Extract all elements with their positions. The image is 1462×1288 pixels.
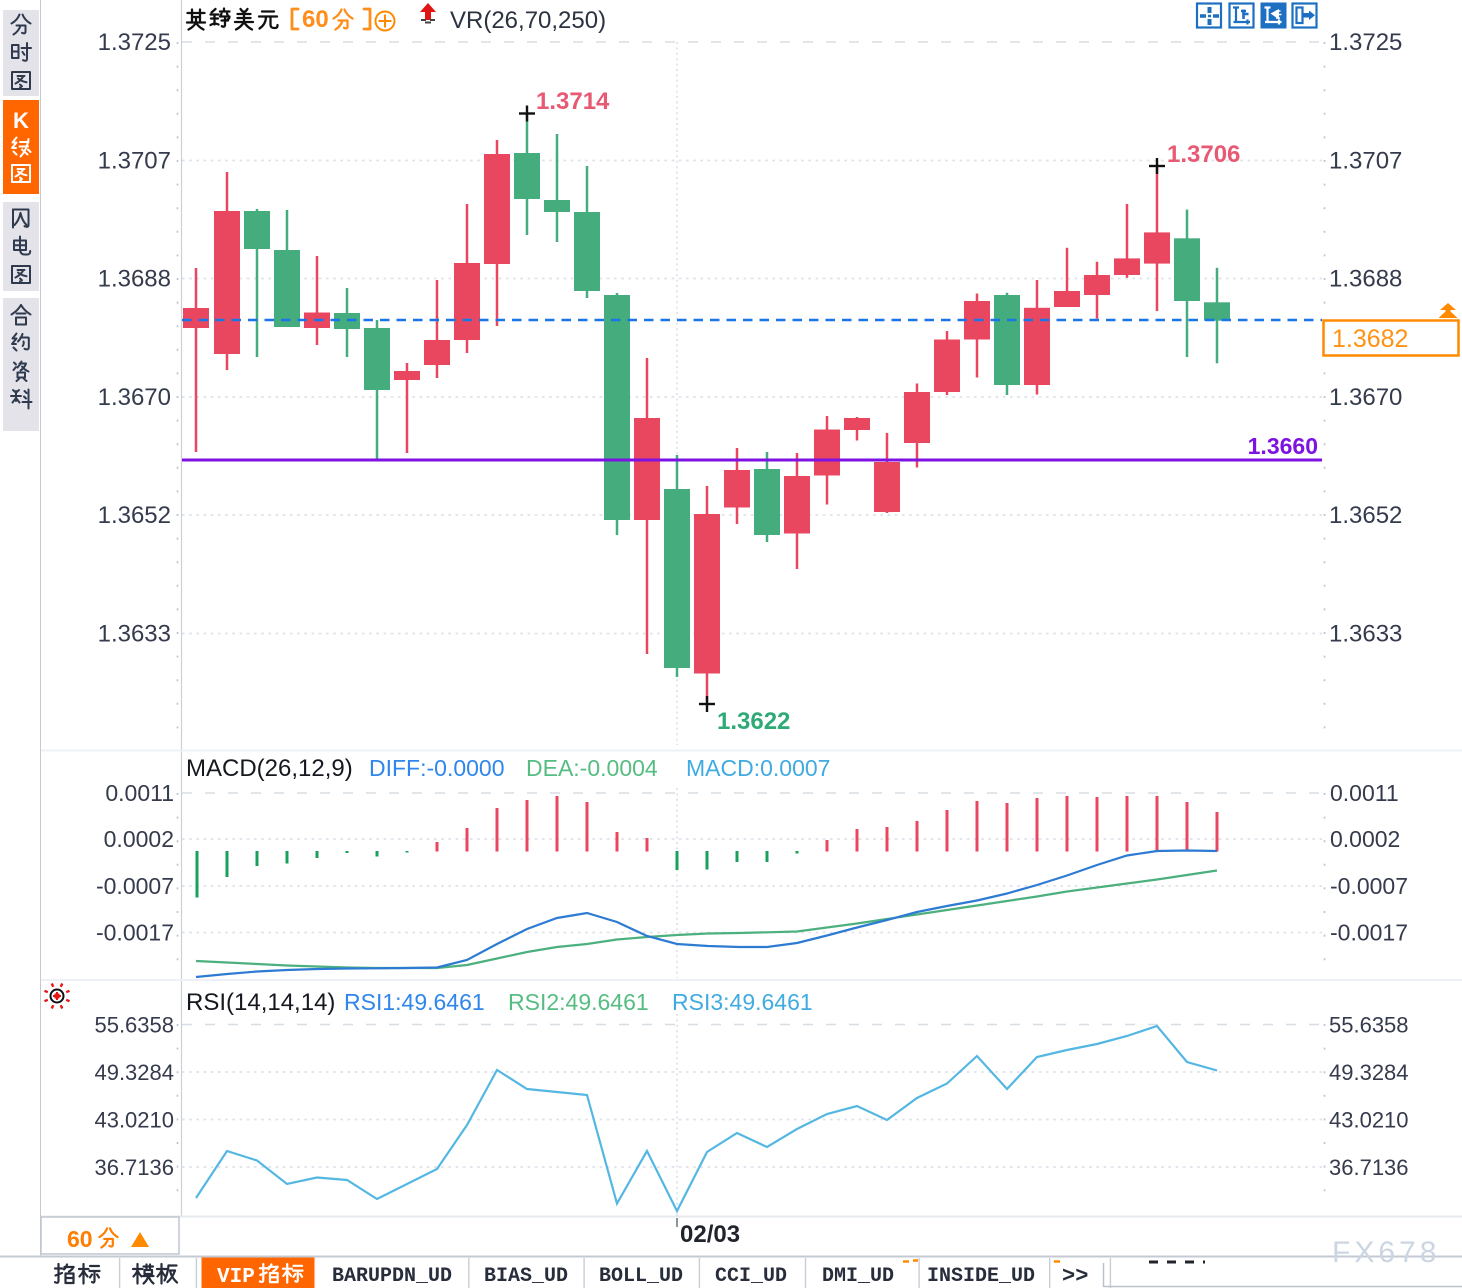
svg-text:1.3725: 1.3725 (1329, 29, 1402, 56)
svg-text:DEA:-0.0004: DEA:-0.0004 (526, 755, 658, 781)
svg-text:MACD(26,12,9): MACD(26,12,9) (186, 755, 353, 782)
svg-text:55.6358: 55.6358 (94, 1013, 174, 1038)
svg-text:1.3714: 1.3714 (536, 88, 610, 115)
svg-text:BIAS_UD: BIAS_UD (484, 1265, 568, 1288)
svg-text:RSI(14,14,14): RSI(14,14,14) (186, 989, 335, 1016)
svg-text:VR(26,70,250): VR(26,70,250) (450, 7, 606, 34)
svg-text:0.0002: 0.0002 (1330, 826, 1400, 852)
svg-text:1.3670: 1.3670 (1329, 384, 1402, 411)
svg-text:1.3652: 1.3652 (1329, 502, 1402, 529)
svg-text:-0.0007: -0.0007 (1330, 873, 1408, 899)
svg-text:1.3670: 1.3670 (98, 384, 171, 411)
svg-text:55.6358: 55.6358 (1329, 1013, 1409, 1038)
svg-text:49.3284: 49.3284 (94, 1060, 174, 1085)
svg-text:1.3652: 1.3652 (98, 502, 171, 529)
svg-text:BARUPDN_UD: BARUPDN_UD (332, 1265, 452, 1288)
svg-text:K: K (13, 108, 29, 133)
svg-text:36.7136: 36.7136 (94, 1155, 174, 1180)
svg-text:>>: >> (1062, 1264, 1088, 1288)
svg-text:1.3706: 1.3706 (1167, 141, 1240, 168)
svg-text:0.0011: 0.0011 (105, 780, 174, 806)
svg-text:1.3688: 1.3688 (98, 266, 171, 293)
svg-text:RSI2:49.6461: RSI2:49.6461 (508, 989, 649, 1015)
svg-text:1.3725: 1.3725 (98, 29, 171, 56)
svg-text:1.3660: 1.3660 (1248, 433, 1318, 459)
svg-text:43.0210: 43.0210 (1329, 1108, 1409, 1133)
svg-text:1.3682: 1.3682 (1332, 325, 1408, 353)
svg-text:49.3284: 49.3284 (1329, 1060, 1409, 1085)
svg-text:1.3633: 1.3633 (1329, 621, 1402, 648)
svg-text:0.0002: 0.0002 (104, 826, 174, 852)
svg-text:RSI3:49.6461: RSI3:49.6461 (672, 989, 813, 1015)
svg-text:0.0011: 0.0011 (1330, 780, 1399, 806)
svg-text:VIP: VIP (217, 1266, 255, 1288)
svg-text:BOLL_UD: BOLL_UD (599, 1265, 683, 1288)
svg-text:MACD:0.0007: MACD:0.0007 (686, 755, 830, 781)
svg-text:-0.0017: -0.0017 (96, 920, 174, 946)
svg-text:1.3633: 1.3633 (98, 621, 171, 648)
svg-text:-0.0017: -0.0017 (1330, 920, 1408, 946)
svg-text:43.0210: 43.0210 (94, 1108, 174, 1133)
svg-text:-0.0007: -0.0007 (96, 873, 174, 899)
svg-text:1.3707: 1.3707 (98, 148, 171, 175)
svg-text:RSI1:49.6461: RSI1:49.6461 (344, 989, 485, 1015)
svg-text:1.3707: 1.3707 (1329, 148, 1402, 175)
svg-text:FX678: FX678 (1332, 1236, 1440, 1269)
svg-text:DIFF:-0.0000: DIFF:-0.0000 (369, 755, 505, 781)
svg-text:1.3622: 1.3622 (717, 708, 790, 735)
svg-text:DMI_UD: DMI_UD (822, 1265, 894, 1288)
svg-text:36.7136: 36.7136 (1329, 1155, 1409, 1180)
svg-text:60: 60 (67, 1226, 93, 1252)
svg-text:60: 60 (302, 6, 329, 33)
svg-text:INSIDE_UD: INSIDE_UD (927, 1265, 1035, 1288)
svg-text:02/03: 02/03 (680, 1221, 740, 1248)
svg-text:CCI_UD: CCI_UD (715, 1265, 787, 1288)
svg-text:1.3688: 1.3688 (1329, 266, 1402, 293)
